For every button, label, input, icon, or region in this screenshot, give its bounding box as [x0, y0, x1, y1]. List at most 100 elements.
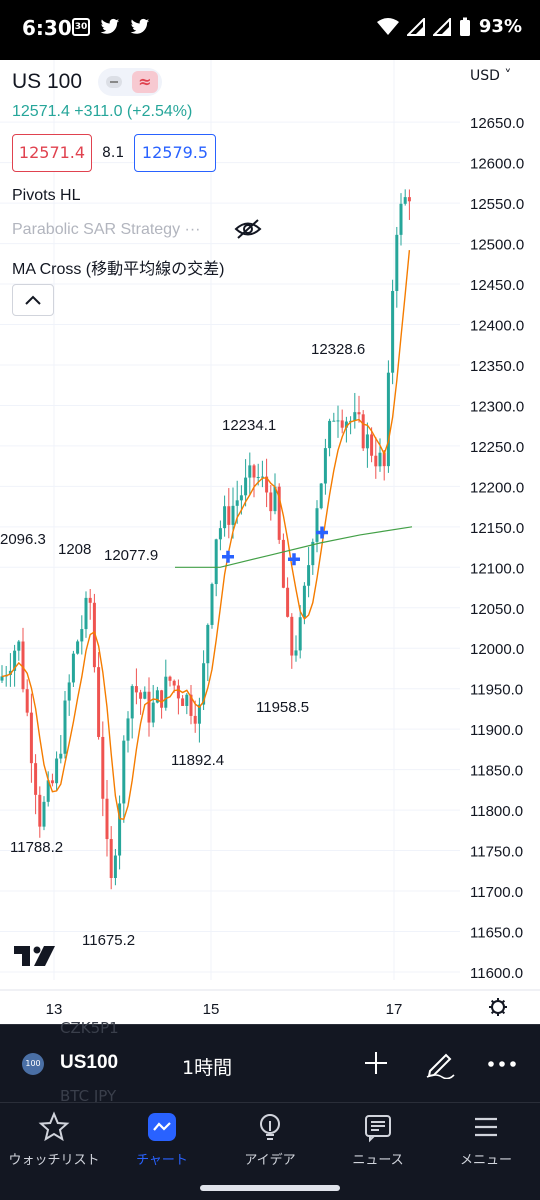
y-tick-label: 12200.0: [470, 479, 524, 496]
indicator-psar[interactable]: Parabolic SAR Strategy ···: [12, 221, 201, 238]
chart-area[interactable]: 12650.0 12600.0 12550.0 12500.0 12450.0 12400…: [0, 60, 540, 1024]
status-bar: 6:30 30 93%: [0, 0, 540, 60]
candle-body: [256, 476, 260, 478]
plus-icon[interactable]: [362, 1049, 390, 1077]
chart-icon: [148, 1113, 176, 1141]
nav-chart[interactable]: チャート: [108, 1103, 216, 1173]
pen-icon[interactable]: [424, 1047, 456, 1079]
settings-icon-tooth: [501, 1010, 506, 1015]
indicator-pivots[interactable]: Pivots HL: [12, 187, 81, 204]
candle-body: [88, 597, 92, 603]
candle-body: [109, 839, 113, 878]
candle-body: [206, 624, 210, 664]
battery-percent: 93%: [478, 16, 522, 37]
currency-selector[interactable]: USD ˅: [470, 68, 512, 84]
star-icon: [38, 1111, 70, 1142]
pivot-label: 11958.5: [256, 699, 309, 716]
spread-value: 8.1: [102, 145, 125, 161]
buy-button[interactable]: 12579.5: [134, 134, 216, 172]
approx-mode-icon[interactable]: ≈: [132, 71, 158, 93]
toolbar-symbol[interactable]: US100: [60, 1052, 119, 1073]
y-tick-label: 12350.0: [470, 358, 524, 375]
candle-body: [42, 801, 46, 827]
nav-watchlist[interactable]: ウォッチリスト: [0, 1103, 108, 1173]
pivot-label: 11675.2: [82, 932, 135, 949]
y-tick-label: 12650.0: [470, 115, 524, 132]
nav-news[interactable]: ニュース: [324, 1103, 432, 1173]
cross-marker: [316, 526, 328, 539]
candle-body: [197, 704, 201, 724]
interval-selector[interactable]: 1時間: [182, 1057, 233, 1079]
y-tick-label: 12050.0: [470, 601, 524, 618]
collapse-indicators-button[interactable]: [12, 284, 54, 316]
candle-body: [344, 421, 348, 428]
candle-body: [239, 495, 243, 501]
candle-body: [67, 682, 71, 701]
candle-body: [370, 434, 374, 456]
candle-body: [130, 686, 134, 719]
candle-body: [50, 780, 54, 784]
candle-body: [374, 455, 378, 467]
candle-body: [55, 758, 59, 784]
twitter-icon: [130, 18, 150, 34]
y-tick-label: 11800.0: [470, 803, 523, 820]
candle-body: [391, 290, 395, 373]
cross-marker: [222, 550, 234, 563]
candle-body: [113, 855, 117, 878]
nav-ideas[interactable]: アイデア: [216, 1103, 324, 1173]
candle-body: [172, 680, 176, 686]
candle-body: [382, 452, 386, 467]
lightbulb-icon: [260, 1114, 280, 1140]
candle-body: [378, 452, 382, 467]
hamburger-icon: [475, 1117, 497, 1137]
candle-body: [365, 434, 369, 449]
candle-body: [176, 685, 180, 699]
nav-chart-label: チャート: [136, 1153, 188, 1168]
price-change: 12571.4 +311.0 (+2.54%): [12, 103, 193, 120]
candle-body: [315, 508, 319, 542]
eye-off-icon[interactable]: [234, 218, 262, 240]
indicator-ma-cross[interactable]: MA Cross (移動平均線の交差): [12, 261, 225, 278]
candle-body: [46, 780, 50, 802]
pivot-label: 11788.2: [10, 839, 63, 856]
nav-ideas-label: アイデア: [244, 1153, 296, 1168]
x-tick-label: 15: [203, 1001, 220, 1018]
candle-body: [319, 483, 323, 509]
settings-icon[interactable]: [491, 1000, 505, 1014]
nav-menu[interactable]: メニュー: [432, 1103, 540, 1173]
x-tick-label: 17: [386, 1001, 403, 1018]
symbol-title[interactable]: US 100: [12, 70, 83, 93]
pivot-label: 1208: [58, 541, 91, 558]
chart-type-toggle[interactable]: ≈: [98, 68, 162, 96]
y-tick-label: 11950.0: [470, 682, 523, 699]
price-chart[interactable]: 12650.0 12600.0 12550.0 12500.0 12450.0 12400…: [0, 60, 540, 1024]
more-icon[interactable]: [488, 1061, 516, 1067]
candle-body: [210, 584, 214, 625]
candle-body: [59, 753, 63, 759]
y-tick-label: 11700.0: [470, 884, 523, 901]
candle-body: [134, 686, 138, 693]
line-mode-icon[interactable]: [106, 76, 122, 88]
candle-body: [277, 486, 281, 540]
candle-body: [17, 641, 21, 651]
candle-body: [155, 690, 159, 703]
status-time: 6:30: [22, 16, 72, 40]
candle-body: [403, 197, 407, 204]
candle-body: [160, 690, 164, 708]
y-tick-label: 12000.0: [470, 641, 524, 658]
sell-button[interactable]: 12571.4: [12, 134, 92, 172]
candle-body: [181, 698, 185, 706]
y-tick-label: 12300.0: [470, 398, 524, 415]
ghost-symbol-bottom: BTC JPY: [60, 1087, 117, 1105]
candle-body: [235, 500, 239, 506]
candle-body: [164, 676, 168, 708]
y-tick-label: 12250.0: [470, 439, 524, 456]
candle-body: [13, 650, 17, 671]
pivot-label: 12077.9: [104, 547, 158, 564]
pivot-label: 11892.4: [171, 752, 224, 769]
candle-body: [265, 476, 269, 493]
bottom-nav: ウォッチリスト チャート アイデア ニュース メニュー: [0, 1102, 540, 1200]
candle-body: [214, 539, 218, 585]
ma-slow-line: [175, 526, 413, 568]
candle-body: [71, 653, 75, 683]
